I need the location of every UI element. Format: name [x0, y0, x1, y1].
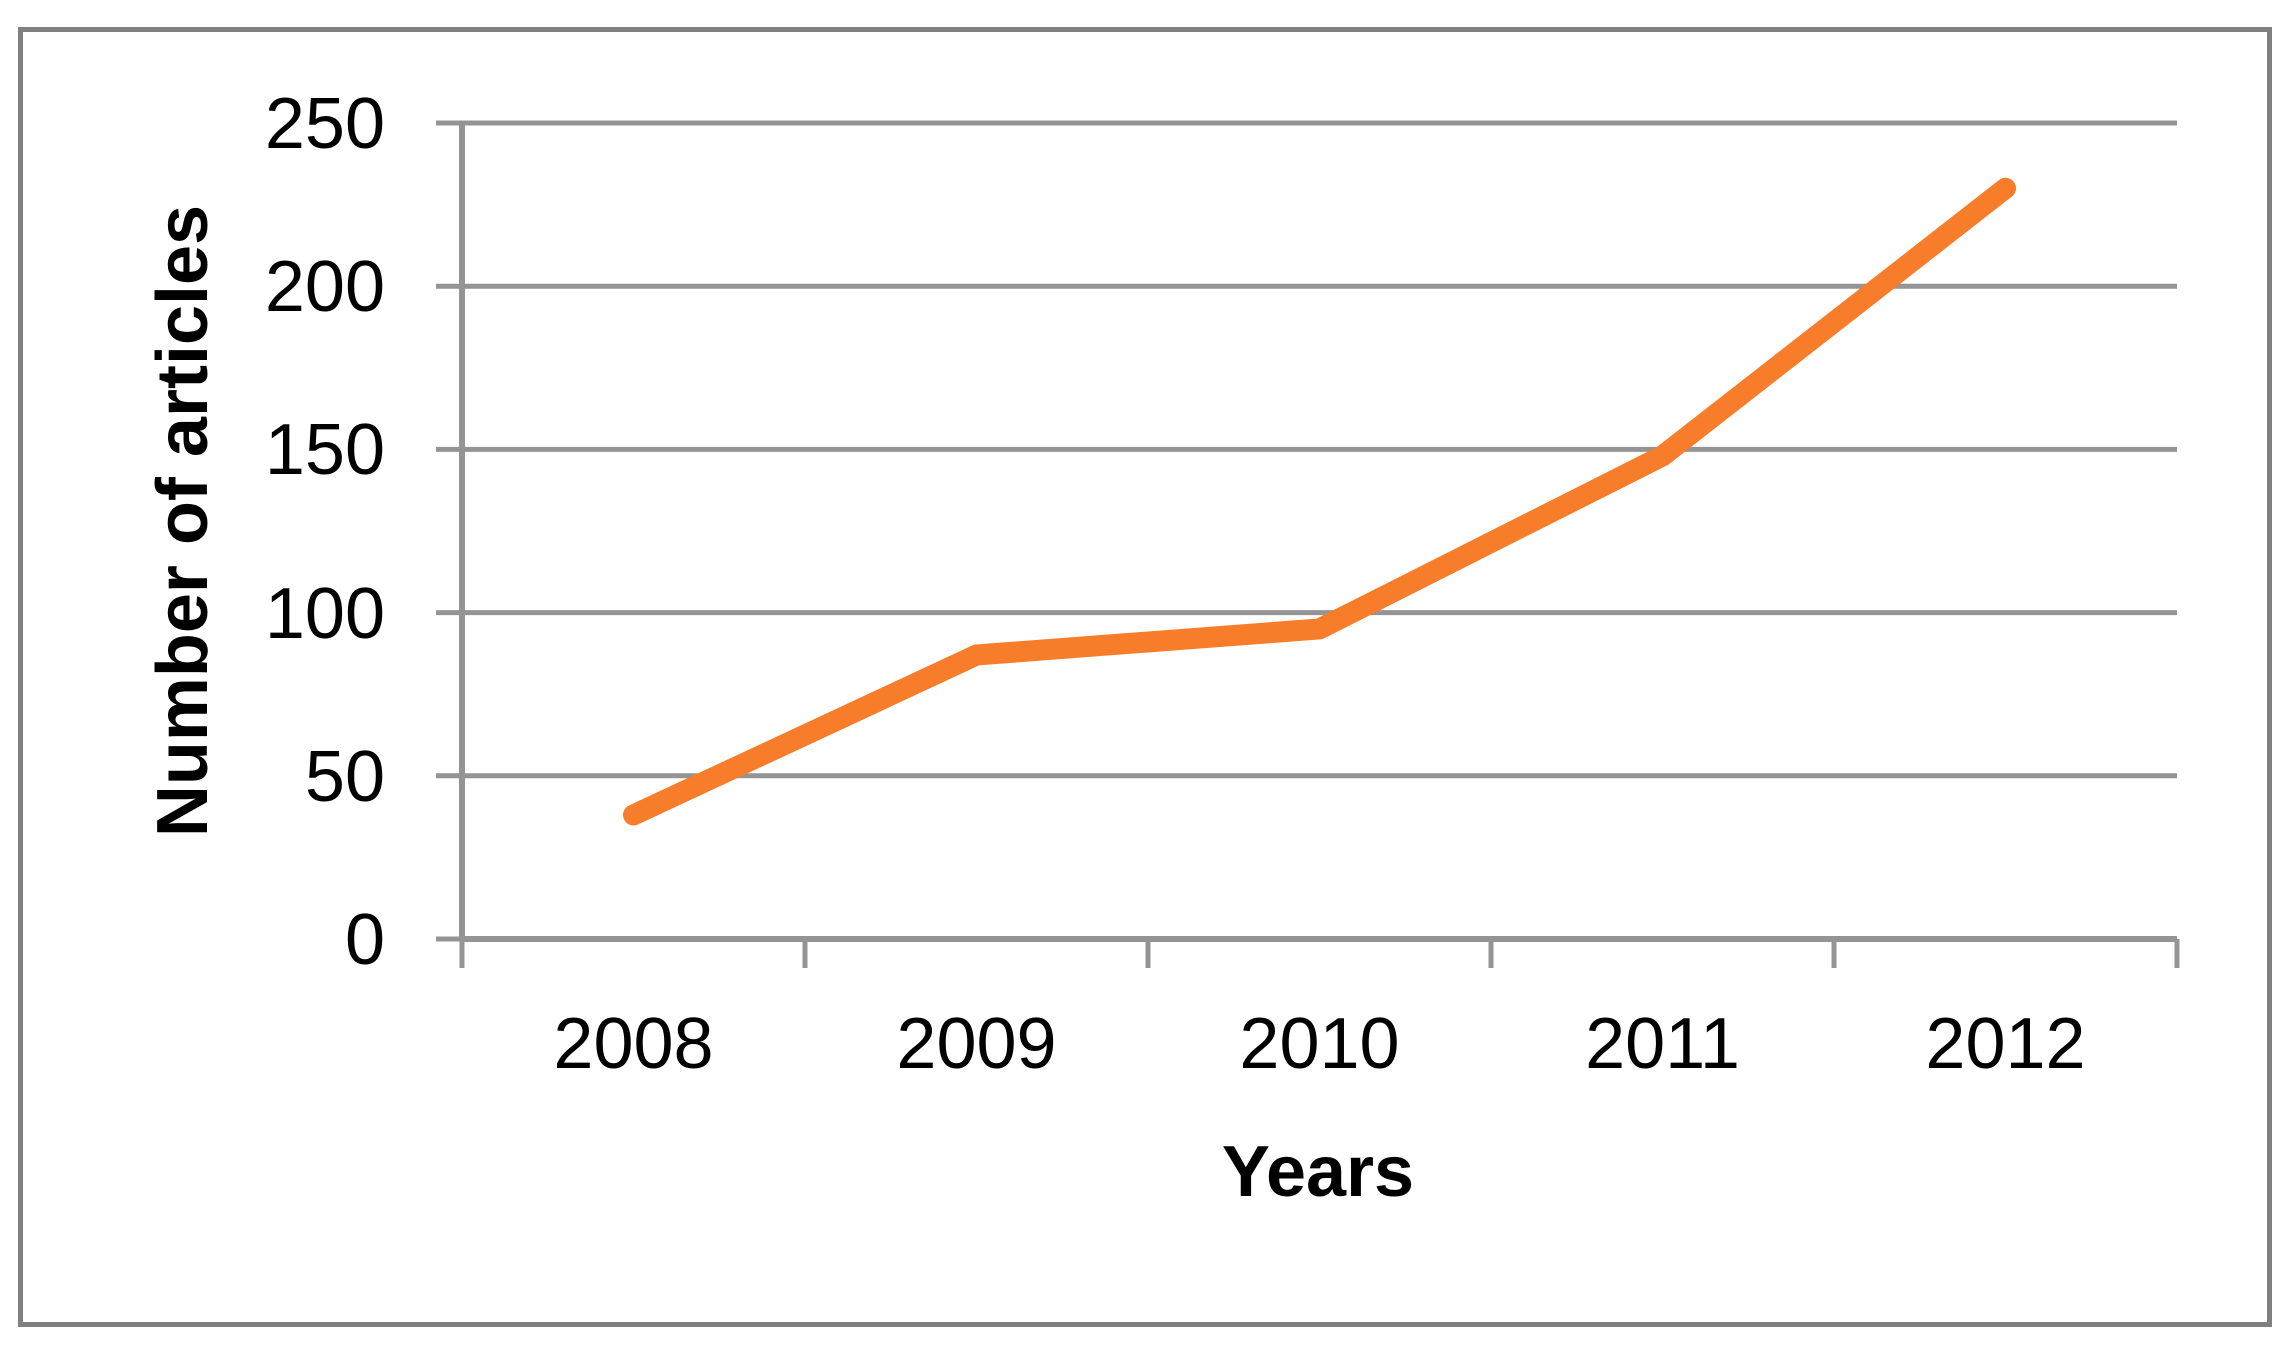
- y-tick-label: 50: [304, 736, 385, 817]
- y-tick-label: 0: [344, 900, 385, 980]
- x-tick-label: 2010: [1239, 1004, 1400, 1084]
- x-tick-label: 2012: [1925, 1004, 2086, 1084]
- x-tick-label: 2011: [1585, 1004, 1740, 1084]
- x-axis-title: Years: [1221, 1132, 1415, 1212]
- series-line: [623, 177, 2016, 826]
- y-tick-label: 150: [264, 410, 385, 491]
- x-tick-label: 2009: [896, 1004, 1057, 1084]
- y-axis-title: Number of articles: [143, 204, 223, 838]
- y-tick-label: 250: [264, 84, 385, 164]
- y-tick-label: 100: [264, 573, 385, 654]
- y-tick-label: 200: [264, 247, 385, 328]
- chart-border: [18, 27, 2272, 1327]
- x-tick-label: 2008: [553, 1004, 714, 1084]
